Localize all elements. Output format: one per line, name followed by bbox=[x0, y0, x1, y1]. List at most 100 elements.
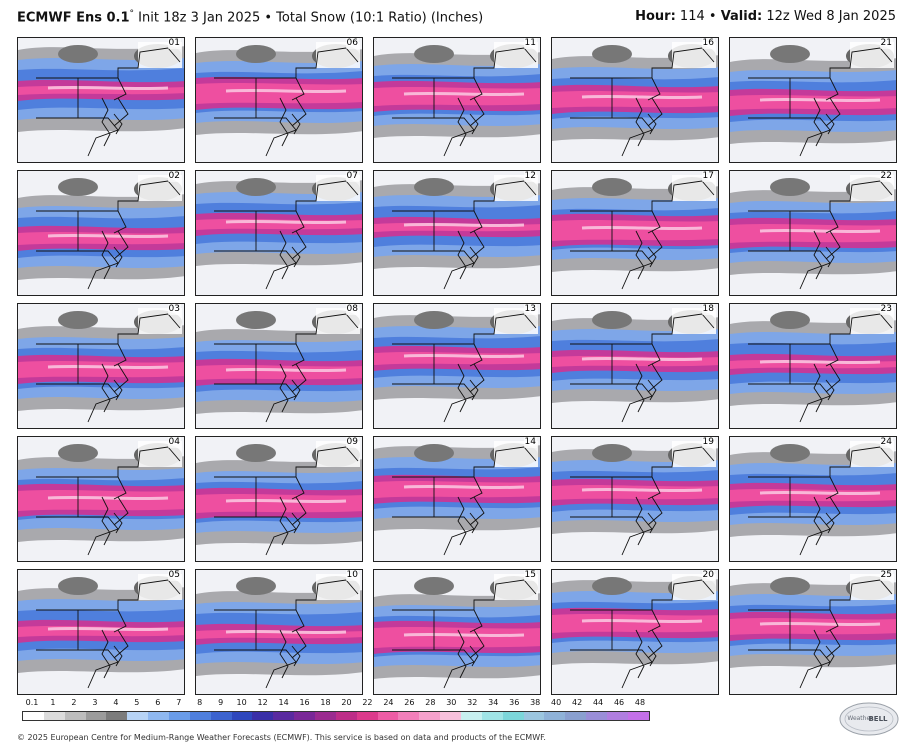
ensemble-member-panel: 07 bbox=[195, 170, 363, 296]
ensemble-member-panel: 20 bbox=[551, 569, 719, 695]
snowfall-map bbox=[18, 304, 184, 428]
ensemble-member-panel: 03 bbox=[17, 303, 185, 429]
ensemble-member-panel: 13 bbox=[373, 303, 541, 429]
snowfall-map bbox=[374, 437, 540, 561]
hour-value: 114 • bbox=[675, 9, 721, 24]
ensemble-member-panel: 23 bbox=[729, 303, 897, 429]
snowfall-map bbox=[18, 38, 184, 162]
legend-swatch bbox=[419, 712, 441, 720]
snowfall-map bbox=[196, 437, 362, 561]
legend-swatch bbox=[335, 712, 357, 720]
member-number: 20 bbox=[701, 570, 715, 581]
legend-tick-label: 34 bbox=[488, 698, 499, 707]
legend-tick-label: 22 bbox=[362, 698, 373, 707]
member-number: 23 bbox=[879, 304, 893, 315]
ensemble-member-panel: 14 bbox=[373, 436, 541, 562]
legend-tick-label: 6 bbox=[155, 698, 161, 707]
legend-swatch bbox=[544, 712, 566, 720]
legend-swatch bbox=[440, 712, 462, 720]
legend-swatch bbox=[273, 712, 295, 720]
legend-swatch bbox=[85, 712, 107, 720]
legend-swatch bbox=[398, 712, 420, 720]
member-number: 17 bbox=[701, 171, 715, 182]
ensemble-member-panel: 18 bbox=[551, 303, 719, 429]
member-number: 22 bbox=[879, 171, 893, 182]
snowfall-map bbox=[730, 437, 896, 561]
logo-text-bottom: BELL bbox=[868, 715, 888, 723]
legend-tick-label: 10 bbox=[236, 698, 247, 707]
member-number: 07 bbox=[345, 171, 359, 182]
member-number: 03 bbox=[167, 304, 181, 315]
ensemble-member-panel: 05 bbox=[17, 569, 185, 695]
member-number: 18 bbox=[701, 304, 715, 315]
snow-legend: 0.1 1 2 3 4 5 6 7 8 9 10 12 14 16 18 20 22 24 26 28 30 32 34 36… bbox=[20, 698, 652, 728]
member-number: 10 bbox=[345, 570, 359, 581]
legend-tick-label: 46 bbox=[613, 698, 625, 707]
legend-tick-label: 32 bbox=[467, 698, 478, 707]
member-number: 11 bbox=[523, 38, 537, 49]
snowfall-map bbox=[552, 38, 718, 162]
snowfall-map bbox=[730, 171, 896, 295]
legend-tick-label: 3 bbox=[92, 698, 98, 707]
legend-swatch bbox=[586, 712, 608, 720]
legend-tick-label: 44 bbox=[592, 698, 604, 707]
ensemble-member-panel: 06 bbox=[195, 37, 363, 163]
snowfall-map bbox=[730, 38, 896, 162]
ensemble-member-panel: 11 bbox=[373, 37, 541, 163]
snowfall-map bbox=[18, 437, 184, 561]
member-number: 19 bbox=[701, 437, 715, 448]
snowfall-map bbox=[730, 304, 896, 428]
legend-tick-label: 26 bbox=[404, 698, 415, 707]
legend-tick-label: 0.1 bbox=[25, 698, 39, 707]
legend-swatch bbox=[315, 712, 336, 720]
snowfall-map bbox=[374, 38, 540, 162]
legend-swatch bbox=[189, 712, 211, 720]
snowfall-map bbox=[374, 171, 540, 295]
member-number: 12 bbox=[523, 171, 537, 182]
legend-swatch bbox=[43, 712, 65, 720]
degree-symbol: ° bbox=[129, 9, 135, 19]
legend-tick-label: 2 bbox=[71, 698, 77, 707]
snowfall-map bbox=[196, 304, 362, 428]
ensemble-member-panel: 04 bbox=[17, 436, 185, 562]
legend-tick-label: 48 bbox=[634, 698, 646, 707]
legend-tick-label: 9 bbox=[218, 698, 224, 707]
legend-tick-label: 20 bbox=[341, 698, 352, 707]
valid-label: Valid: bbox=[720, 9, 763, 24]
legend-tick-label: 18 bbox=[320, 698, 331, 707]
ensemble-member-panel: 19 bbox=[551, 436, 719, 562]
snowfall-map bbox=[552, 171, 718, 295]
legend-swatch bbox=[523, 712, 545, 720]
snowfall-map bbox=[552, 570, 718, 694]
member-number: 15 bbox=[523, 570, 537, 581]
member-number: 01 bbox=[167, 38, 181, 49]
member-number: 09 bbox=[345, 437, 359, 448]
legend-tick-label: 38 bbox=[530, 698, 541, 707]
member-number: 24 bbox=[879, 437, 893, 448]
member-number: 06 bbox=[345, 38, 359, 49]
legend-tick-label: 8 bbox=[197, 698, 203, 707]
legend-swatch bbox=[565, 712, 587, 720]
member-number: 14 bbox=[523, 437, 537, 448]
model-name: ECMWF Ens 0.1 bbox=[17, 10, 130, 26]
ensemble-member-panel: 25 bbox=[729, 569, 897, 695]
legend-tick-label: 4 bbox=[113, 698, 119, 707]
legend-swatch bbox=[169, 712, 190, 720]
weatherbell-logo: Weather BELL bbox=[838, 700, 900, 738]
snowfall-map bbox=[552, 437, 718, 561]
snowfall-map bbox=[374, 304, 540, 428]
legend-swatch bbox=[502, 712, 524, 720]
ensemble-member-panel: 01 bbox=[17, 37, 185, 163]
member-number: 04 bbox=[167, 437, 181, 448]
legend-swatch bbox=[210, 712, 232, 720]
legend-color-bar bbox=[22, 711, 650, 721]
ensemble-member-panel: 22 bbox=[729, 170, 897, 296]
legend-swatch bbox=[127, 712, 149, 720]
ensemble-member-panel: 17 bbox=[551, 170, 719, 296]
ensemble-panel-grid: 01 06 11 16 21 02 07 12 17 22 03 08 13 18 23 04 09 14 19 24… bbox=[17, 37, 897, 696]
member-number: 13 bbox=[523, 304, 537, 315]
copyright-footer: © 2025 European Centre for Medium-Range … bbox=[17, 733, 546, 742]
snowfall-map bbox=[196, 38, 362, 162]
legend-tick-label: 28 bbox=[425, 698, 436, 707]
ensemble-member-panel: 12 bbox=[373, 170, 541, 296]
